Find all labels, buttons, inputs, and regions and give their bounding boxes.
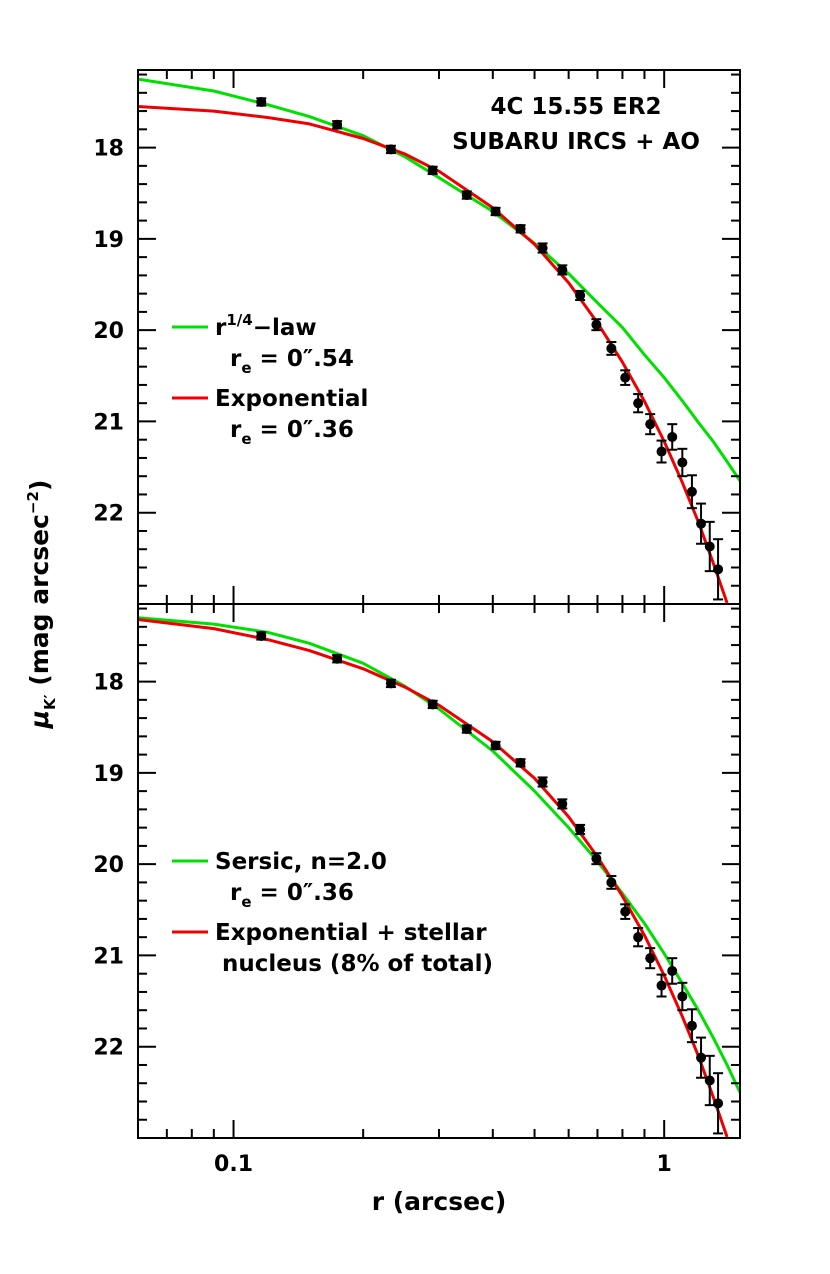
top-data-point bbox=[704, 541, 715, 552]
top-annotation-line-1: 4C 15.55 ER2 bbox=[490, 94, 661, 120]
top-data-point bbox=[537, 243, 548, 253]
bottom-data-point bbox=[256, 630, 267, 641]
top-model-curves bbox=[137, 77, 742, 604]
bottom-data-point bbox=[490, 740, 501, 751]
bottom-data-point bbox=[557, 798, 568, 809]
bottom-plot-frame bbox=[137, 603, 741, 1139]
bottom-y-tick-label: 18 bbox=[93, 671, 124, 696]
top-data-point bbox=[633, 398, 644, 409]
top-data-point bbox=[656, 446, 667, 457]
top-data-points bbox=[256, 96, 724, 601]
top-data-point bbox=[620, 372, 631, 383]
top-data-point bbox=[332, 119, 343, 130]
y-axis-label: μK′ (mag arcsec−2) bbox=[24, 480, 59, 730]
bottom-data-point bbox=[696, 1052, 707, 1063]
legend-label-r14-law: r1/4−law bbox=[215, 311, 317, 341]
bottom-data-point bbox=[656, 980, 667, 991]
legend-param-exponential: re = 0″.36 bbox=[230, 417, 354, 448]
bottom-data-points bbox=[256, 630, 724, 1135]
top-y-tick-label: 22 bbox=[93, 502, 124, 527]
top-data-point bbox=[696, 518, 707, 529]
bottom-data-point bbox=[633, 932, 644, 943]
top-data-point bbox=[461, 190, 472, 201]
bottom-data-point bbox=[515, 757, 526, 768]
bottom-data-point bbox=[677, 991, 688, 1002]
bottom-y-tick-label: 20 bbox=[93, 853, 124, 878]
top-data-point bbox=[713, 564, 724, 575]
legend-label-exponential: Exponential bbox=[215, 386, 368, 412]
x-axis-label: r (arcsec) bbox=[372, 1187, 507, 1216]
bottom-y-tick-label: 19 bbox=[93, 762, 124, 787]
bottom-data-point bbox=[704, 1075, 715, 1086]
bottom-model-curves bbox=[137, 616, 742, 1138]
bottom-legend: Sersic, n=2.0 re = 0″.36 Exponential + s… bbox=[172, 849, 493, 977]
bottom-x-tick-label: 0.1 bbox=[214, 1152, 253, 1177]
top-data-point bbox=[686, 486, 697, 497]
bottom-x-tick-label: 1 bbox=[657, 1152, 672, 1177]
bottom-data-point bbox=[461, 724, 472, 735]
top-y-tick-label: 21 bbox=[93, 410, 124, 435]
bottom-data-point bbox=[667, 965, 678, 976]
top-model-curve-2 bbox=[137, 105, 729, 604]
top-y-tick-label: 18 bbox=[93, 137, 124, 162]
top-data-point bbox=[667, 431, 678, 442]
bottom-data-point bbox=[645, 953, 656, 964]
top-data-point bbox=[575, 290, 586, 301]
bottom-data-point bbox=[332, 653, 343, 664]
bottom-axis-ticks: 0.1 1 18 19 20 21 22 bbox=[93, 604, 740, 1177]
panel-top: 18 19 20 21 22 4C 15.55 ER2 SUBARU IRCS + AO… bbox=[93, 69, 742, 605]
bottom-model-curve-1 bbox=[137, 616, 742, 1094]
panel-bottom: 0.1 1 18 19 20 21 22 Sersic, n=2.0 re = 0″.36 … bbox=[93, 603, 742, 1177]
bottom-y-tick-label: 21 bbox=[93, 944, 124, 969]
bottom-data-point bbox=[575, 824, 586, 835]
top-data-point bbox=[677, 457, 688, 468]
top-data-point bbox=[515, 223, 526, 234]
top-annotation-line-2: SUBARU IRCS + AO bbox=[452, 129, 700, 155]
top-data-point bbox=[606, 343, 617, 354]
bottom-data-point bbox=[713, 1098, 724, 1109]
bottom-y-tick-label: 22 bbox=[93, 1036, 124, 1061]
top-legend: r1/4−law re = 0″.54 Exponential re = 0″.… bbox=[172, 311, 368, 448]
bottom-data-point bbox=[427, 699, 438, 710]
top-data-point bbox=[645, 419, 656, 430]
top-data-point bbox=[591, 319, 602, 330]
bottom-data-point bbox=[591, 853, 602, 864]
top-data-point bbox=[490, 206, 501, 217]
bottom-data-point bbox=[606, 877, 617, 888]
bottom-data-point bbox=[686, 1020, 697, 1031]
top-model-curve-1 bbox=[137, 77, 742, 482]
top-y-tick-label: 20 bbox=[93, 319, 124, 344]
top-y-tick-label: 19 bbox=[93, 228, 124, 253]
legend-label-exp-nucleus-line-2: nucleus (8% of total) bbox=[222, 951, 493, 977]
legend-label-sersic: Sersic, n=2.0 bbox=[215, 849, 387, 875]
bottom-model-curve-2 bbox=[137, 618, 729, 1138]
legend-param-r14-law: re = 0″.54 bbox=[230, 346, 354, 377]
bottom-data-point bbox=[620, 906, 631, 917]
top-axis-ticks: 18 19 20 21 22 bbox=[93, 70, 740, 605]
bottom-data-point bbox=[537, 777, 548, 787]
top-data-point bbox=[385, 144, 396, 155]
bottom-data-point bbox=[385, 678, 396, 689]
legend-label-exp-nucleus-line-1: Exponential + stellar bbox=[215, 920, 487, 946]
top-data-point bbox=[557, 264, 568, 275]
legend-param-sersic: re = 0″.36 bbox=[230, 880, 354, 911]
top-data-point bbox=[256, 96, 267, 107]
top-data-point bbox=[427, 165, 438, 176]
